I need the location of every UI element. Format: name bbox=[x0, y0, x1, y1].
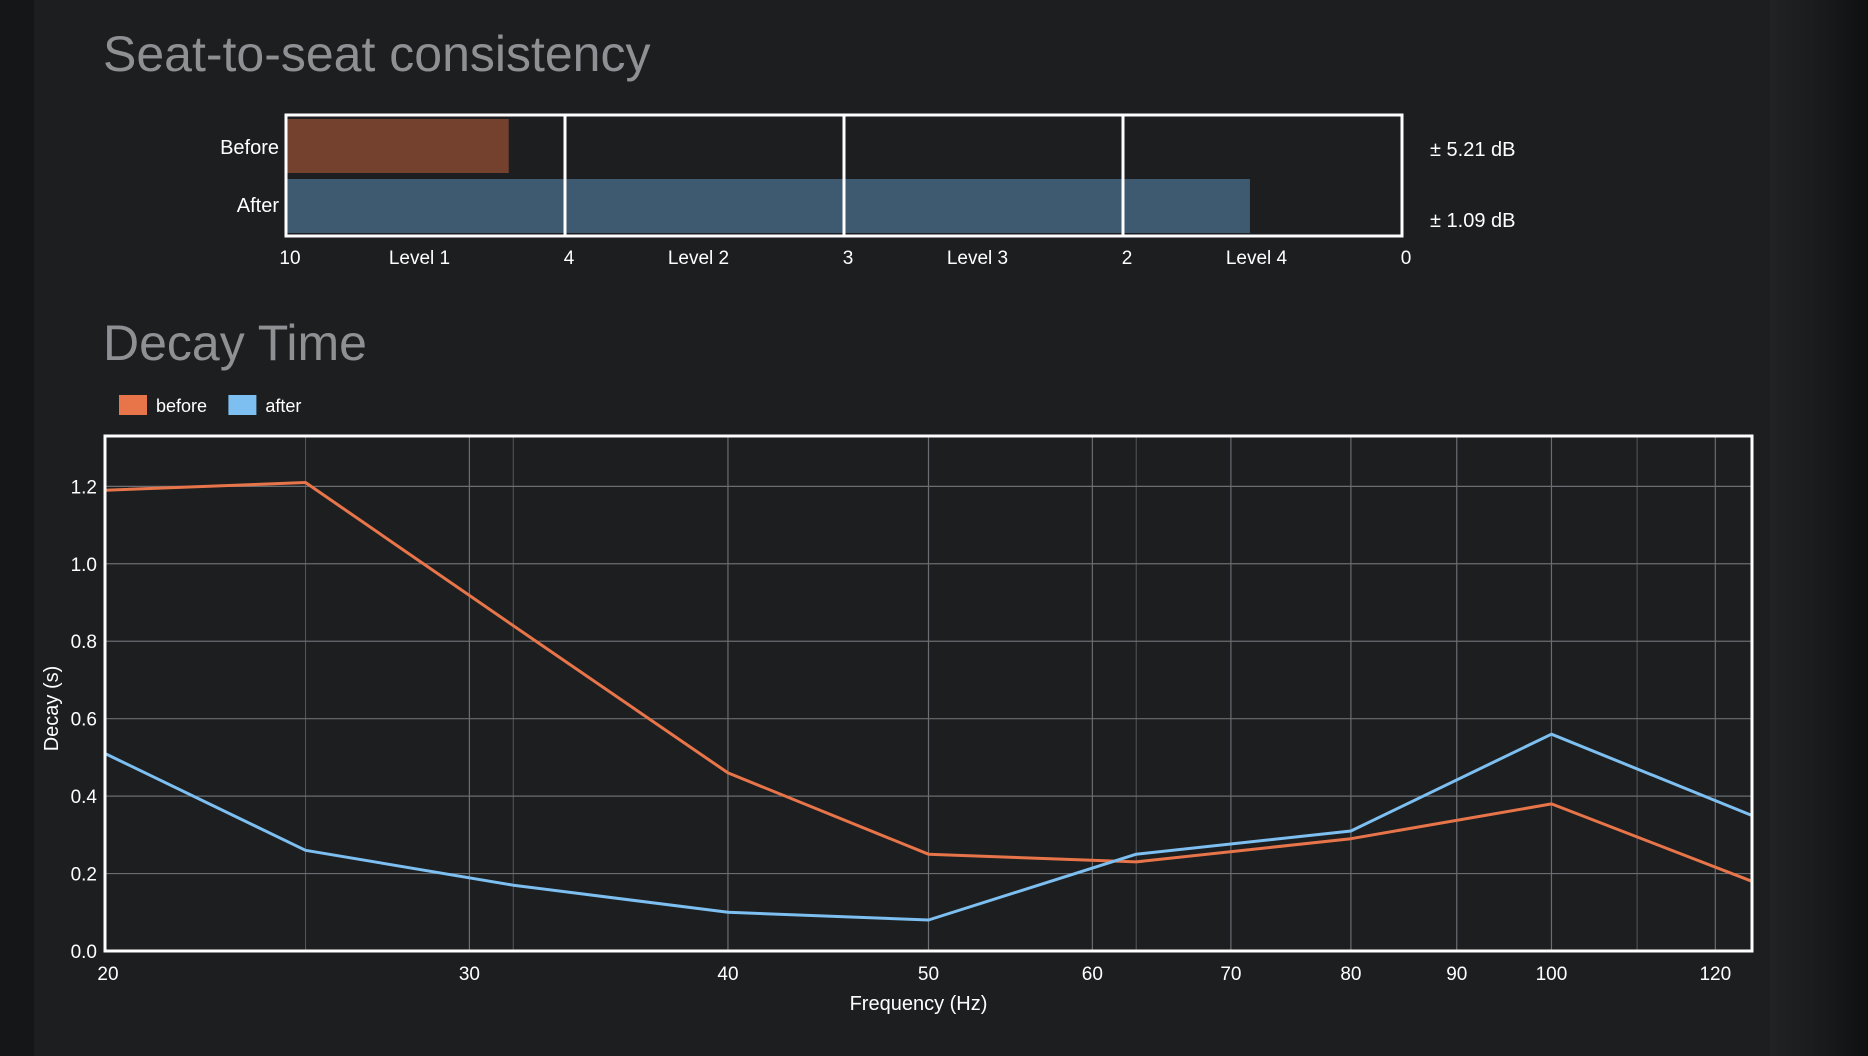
window-edge-shadow bbox=[1770, 0, 1868, 1056]
seat-consistency-title: Seat-to-seat consistency bbox=[103, 26, 651, 82]
report-panel bbox=[34, 0, 1770, 1056]
decay-time-title: Decay Time bbox=[103, 315, 367, 371]
